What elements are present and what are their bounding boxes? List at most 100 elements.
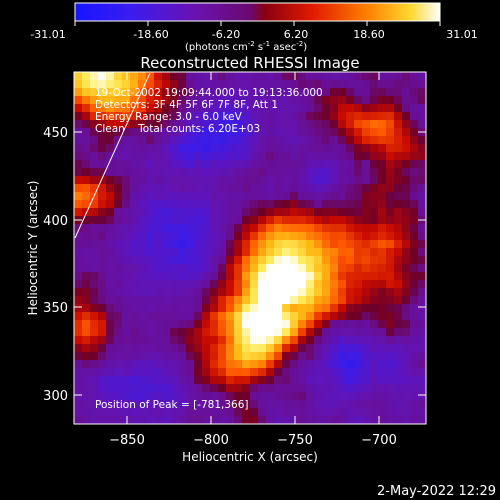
image-pixel bbox=[410, 336, 419, 345]
image-pixel bbox=[74, 88, 83, 97]
image-pixel bbox=[138, 152, 147, 161]
image-pixel bbox=[354, 240, 363, 249]
image-pixel bbox=[362, 296, 371, 305]
image-pixel bbox=[202, 136, 211, 145]
image-pixel bbox=[282, 408, 291, 417]
image-pixel bbox=[322, 280, 331, 289]
image-pixel bbox=[274, 328, 283, 337]
image-pixel bbox=[122, 400, 131, 409]
image-pixel bbox=[82, 232, 91, 241]
image-pixel bbox=[98, 416, 107, 424]
image-pixel bbox=[154, 272, 163, 281]
image-pixel bbox=[298, 392, 307, 401]
image-pixel bbox=[402, 112, 411, 121]
image-pixel bbox=[122, 328, 131, 337]
image-pixel bbox=[234, 296, 243, 305]
image-pixel bbox=[162, 168, 171, 177]
image-pixel bbox=[314, 208, 323, 217]
image-pixel bbox=[314, 104, 323, 113]
image-pixel bbox=[314, 384, 323, 393]
image-pixel bbox=[106, 160, 115, 169]
image-pixel bbox=[282, 376, 291, 385]
image-pixel bbox=[378, 392, 387, 401]
image-pixel bbox=[82, 328, 91, 337]
image-pixel bbox=[282, 256, 291, 265]
image-pixel bbox=[82, 352, 91, 361]
image-pixel bbox=[186, 320, 195, 329]
image-pixel bbox=[218, 368, 227, 377]
image-pixel bbox=[370, 352, 379, 361]
image-pixel bbox=[210, 120, 219, 129]
image-pixel bbox=[242, 192, 251, 201]
image-pixel bbox=[346, 328, 355, 337]
colorbar-tick-label: 31.01 bbox=[446, 28, 478, 41]
image-pixel bbox=[130, 136, 139, 145]
image-pixel bbox=[250, 272, 259, 281]
image-pixel bbox=[290, 392, 299, 401]
image-pixel bbox=[114, 240, 123, 249]
image-pixel bbox=[362, 192, 371, 201]
image-pixel bbox=[162, 256, 171, 265]
image-pixel bbox=[282, 360, 291, 369]
image-pixel bbox=[82, 312, 91, 321]
image-pixel bbox=[250, 160, 259, 169]
image-pixel bbox=[170, 360, 179, 369]
image-pixel bbox=[370, 384, 379, 393]
image-pixel bbox=[210, 88, 219, 97]
image-pixel bbox=[274, 376, 283, 385]
image-pixel bbox=[90, 336, 99, 345]
image-pixel bbox=[370, 232, 379, 241]
image-pixel bbox=[186, 216, 195, 225]
image-pixel bbox=[154, 136, 163, 145]
image-pixel bbox=[418, 336, 426, 345]
image-pixel bbox=[130, 152, 139, 161]
image-pixel bbox=[330, 104, 339, 113]
image-pixel bbox=[154, 392, 163, 401]
image-pixel bbox=[418, 256, 426, 265]
image-pixel bbox=[194, 248, 203, 257]
image-pixel bbox=[82, 120, 91, 129]
image-pixel bbox=[306, 224, 315, 233]
image-pixel bbox=[218, 352, 227, 361]
image-pixel bbox=[74, 256, 83, 265]
image-pixel bbox=[74, 376, 83, 385]
image-pixel bbox=[146, 320, 155, 329]
image-pixel bbox=[114, 256, 123, 265]
image-pixel bbox=[218, 344, 227, 353]
image-pixel bbox=[122, 240, 131, 249]
image-pixel bbox=[162, 160, 171, 169]
image-pixel bbox=[362, 136, 371, 145]
image-pixel bbox=[186, 248, 195, 257]
image-pixel bbox=[178, 256, 187, 265]
image-pixel bbox=[290, 328, 299, 337]
image-pixel bbox=[154, 200, 163, 209]
image-pixel bbox=[210, 368, 219, 377]
image-pixel bbox=[378, 208, 387, 217]
image-pixel bbox=[226, 368, 235, 377]
colorbar-tick-label: 18.60 bbox=[353, 28, 385, 41]
image-pixel bbox=[266, 408, 275, 417]
image-pixel bbox=[338, 128, 347, 137]
image-pixel bbox=[290, 272, 299, 281]
image-pixel bbox=[170, 264, 179, 273]
image-pixel bbox=[90, 232, 99, 241]
image-pixel bbox=[386, 368, 395, 377]
image-pixel bbox=[298, 264, 307, 273]
image-pixel bbox=[114, 264, 123, 273]
image-pixel bbox=[362, 184, 371, 193]
image-pixel bbox=[410, 296, 419, 305]
image-pixel bbox=[266, 192, 275, 201]
image-pixel bbox=[410, 232, 419, 241]
image-pixel bbox=[234, 280, 243, 289]
colorbar-tick-label: 6.20 bbox=[284, 28, 309, 41]
image-pixel bbox=[74, 384, 83, 393]
image-pixel bbox=[226, 224, 235, 233]
image-pixel bbox=[210, 176, 219, 185]
image-pixel bbox=[146, 192, 155, 201]
image-pixel bbox=[322, 112, 331, 121]
image-pixel bbox=[154, 400, 163, 409]
image-pixel bbox=[82, 400, 91, 409]
image-pixel bbox=[370, 120, 379, 129]
image-pixel bbox=[130, 96, 139, 105]
